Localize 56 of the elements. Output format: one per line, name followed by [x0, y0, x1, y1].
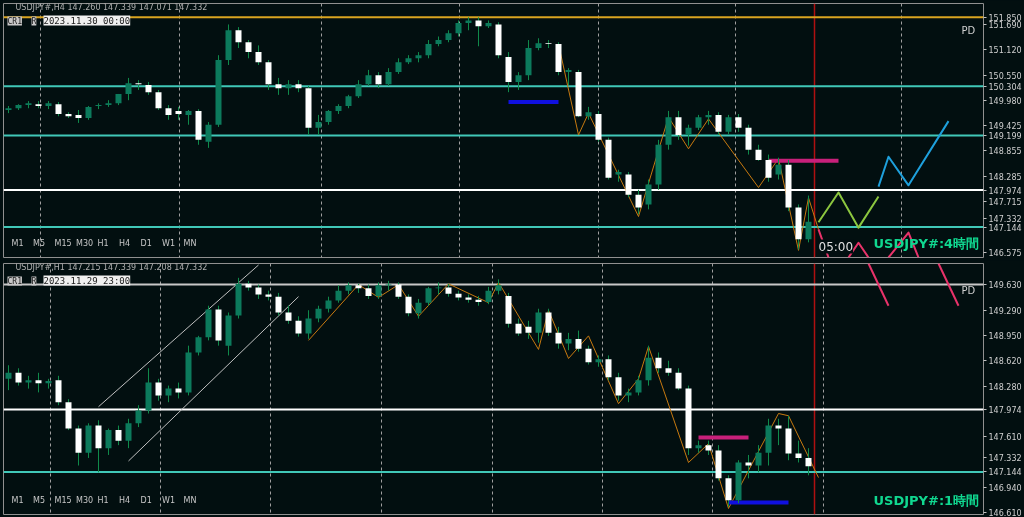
annotation: 05:00 — [818, 239, 854, 254]
annotation: M1 — [11, 495, 24, 505]
ref-line-label: 149.199 — [988, 131, 1022, 141]
y-tick-label: 149.290 — [988, 306, 1022, 316]
y-tick-label: 149.425 — [988, 121, 1022, 131]
annotation: R — [31, 16, 37, 26]
y-tick-label: 148.280 — [988, 382, 1022, 392]
annotation: M30 — [76, 495, 94, 505]
y-tick-label: 147.610 — [988, 433, 1022, 443]
y-tick-label: 147.332 — [988, 454, 1022, 464]
y-tick-label: 149.980 — [988, 97, 1022, 107]
y-tick-label: 147.715 — [988, 198, 1022, 208]
ref-line-label: 147.144 — [988, 223, 1022, 233]
annotation: M5 — [33, 495, 45, 505]
y-tick-label: 147.332 — [988, 215, 1022, 225]
y-tick-label: 148.855 — [988, 147, 1022, 157]
annotation: M1 — [11, 238, 24, 248]
annotation: H4 — [119, 495, 131, 505]
annotation: W1 — [162, 495, 175, 505]
y-tick-label: 148.285 — [988, 172, 1022, 182]
annotation: CR1 — [7, 16, 23, 26]
y-tick-label: 146.575 — [988, 248, 1022, 258]
y-tick-label: 150.550 — [988, 71, 1022, 81]
annotation: 2023.11.30 00:00 — [43, 15, 131, 26]
annotation: 2023.11.29 23:00 — [43, 275, 131, 286]
annotation: USDJPY#,H4 147.260 147.339 147.071 147.332 — [15, 2, 208, 12]
ref-line-label: 147.974 — [988, 405, 1022, 415]
ref-line-label: 150.304 — [988, 82, 1022, 92]
ref-line-label: 147.144 — [988, 468, 1022, 478]
annotation: PD — [961, 284, 976, 296]
annotation: USDJPY#,H1 147.215 147.339 147.208 147.332 — [15, 262, 208, 272]
ref-line-label: 151.850 — [988, 13, 1022, 23]
annotation: M5 — [33, 238, 45, 248]
annotation: W1 — [162, 238, 175, 248]
annotation: D1 — [140, 238, 152, 248]
annotation: M15 — [54, 238, 72, 248]
annotation: PD — [961, 24, 976, 36]
y-tick-label: 148.950 — [988, 332, 1022, 342]
annotation: H1 — [97, 495, 109, 505]
y-tick-label: 146.940 — [988, 483, 1022, 493]
y-tick-label: 146.610 — [988, 508, 1022, 517]
y-tick-label: 151.120 — [988, 46, 1022, 56]
annotation: R — [31, 276, 37, 286]
ref-line-label: 149.630 — [988, 281, 1022, 291]
annotation: M30 — [76, 238, 94, 248]
text: USDJPY#:1時間 — [873, 492, 980, 508]
annotation: MN — [183, 238, 197, 248]
annotation: H4 — [119, 238, 131, 248]
ref-line-label: 147.974 — [988, 186, 1022, 196]
annotation: M15 — [54, 495, 72, 505]
y-tick-label: 151.690 — [988, 20, 1022, 30]
y-tick-label: 148.620 — [988, 357, 1022, 367]
annotation: D1 — [140, 495, 152, 505]
annotation: H1 — [97, 238, 109, 248]
annotation: MN — [183, 495, 197, 505]
annotation: CR1 — [7, 276, 23, 286]
